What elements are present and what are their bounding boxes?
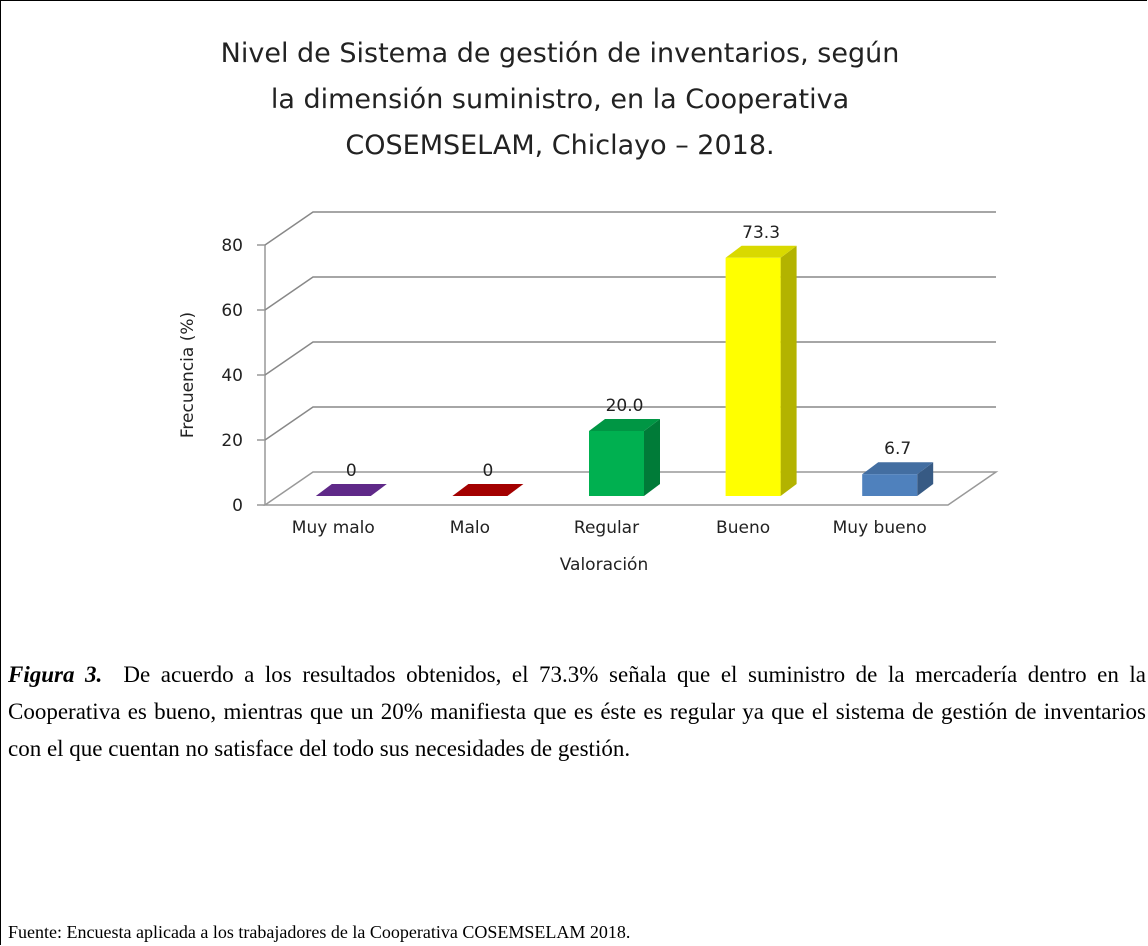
bar-top: [862, 462, 934, 475]
grid-line: [264, 341, 996, 376]
bar: [725, 257, 781, 496]
grid-line: [264, 211, 996, 246]
caption-text: De acuerdo a los resultados obtenidos, e…: [8, 662, 1146, 761]
y-tick-label: 80: [221, 236, 243, 256]
chart-title: la dimensión suministro, en la Cooperati…: [271, 84, 849, 115]
bar-top: [589, 419, 660, 431]
x-tick-label: Muy malo: [292, 518, 375, 538]
value-label: 0: [346, 461, 357, 481]
y-tick-label: 20: [221, 431, 243, 451]
bar-top: [452, 484, 524, 496]
chart: Nivel de Sistema de gestión de inventari…: [178, 38, 999, 575]
x-axis-label: Valoración: [560, 555, 649, 575]
bar: [589, 431, 644, 496]
value-label: 6.7: [884, 439, 911, 459]
value-label: 73.3: [742, 223, 780, 243]
x-tick-label: Muy bueno: [833, 518, 927, 538]
y-axis-label: Frecuencia (%): [178, 312, 198, 438]
bar-top: [315, 484, 387, 496]
caption: Figura 3. De acuerdo a los resultados ob…: [8, 656, 1146, 767]
bar-side: [644, 419, 660, 496]
x-tick-label: Bueno: [716, 518, 770, 538]
grid-line: [264, 276, 996, 311]
bar-side: [780, 245, 797, 496]
x-tick-label: Malo: [450, 518, 490, 538]
y-tick-label: 60: [221, 301, 243, 321]
x-tick-label: Regular: [574, 518, 639, 538]
bar-top: [725, 245, 797, 258]
y-tick-label: 40: [221, 366, 243, 386]
value-label: 20.0: [606, 396, 644, 416]
value-label: 0: [482, 461, 493, 481]
floor: [262, 471, 999, 506]
bar-side: [917, 462, 934, 496]
caption-label: Figura 3.: [8, 662, 103, 687]
y-tick-label: 0: [232, 496, 243, 516]
bar: [862, 474, 918, 496]
chart-title: Nivel de Sistema de gestión de inventari…: [221, 38, 900, 69]
chart-title: COSEMSELAM, Chiclayo – 2018.: [345, 130, 774, 161]
source: Fuente: Encuesta aplicada a los trabajad…: [8, 922, 631, 942]
